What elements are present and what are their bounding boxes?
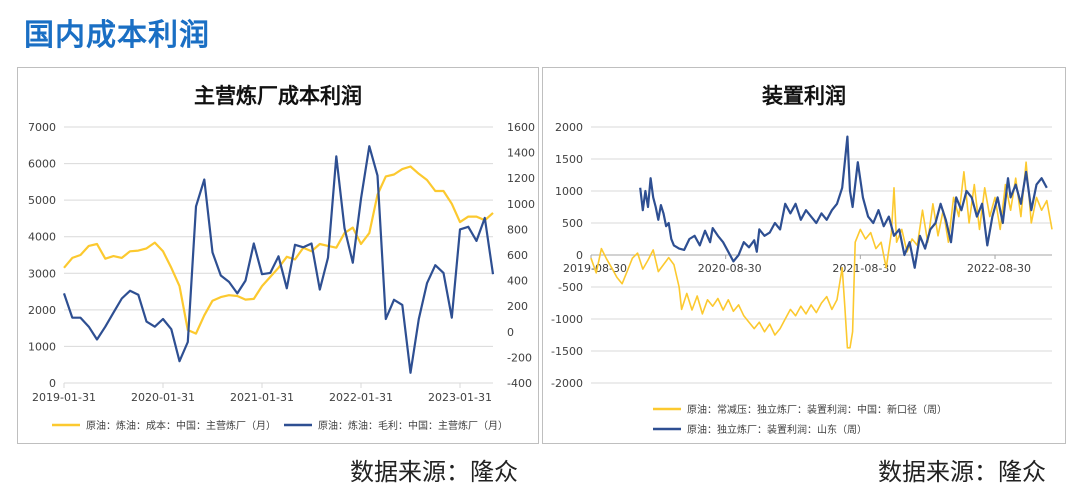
- chart-left-svg: 01000200030004000500060007000-400-200020…: [28, 121, 535, 432]
- chart-right-svg: -2000-1500-1000-50005001000150020002019-…: [551, 121, 1053, 436]
- y2-tick-label: 1200: [507, 172, 535, 185]
- legend-label-national-new-basis: 原油：常减压：独立炼厂：装置利润：中国：新口径（周）: [687, 403, 947, 416]
- x-tick-label: 2019-01-31: [32, 391, 96, 404]
- legend-label-shandong: 原油：独立炼厂：装置利润：山东（周）: [687, 423, 867, 436]
- series-line-shandong: [639, 135, 1048, 269]
- x-tick-label: 2023-01-31: [428, 391, 492, 404]
- y-tick-label: 6000: [28, 158, 56, 171]
- y-tick-label: 1000: [555, 185, 583, 198]
- y-tick-label: 1000: [28, 340, 56, 353]
- series-line-national-new-basis: [590, 161, 1053, 349]
- y-tick-label: -2000: [551, 377, 583, 390]
- y-tick-label: 2000: [28, 304, 56, 317]
- y-tick-label: 4000: [28, 231, 56, 244]
- series-line-cost: [63, 165, 494, 335]
- y-tick-label: -1500: [551, 345, 583, 358]
- chart-title-right: 装置利润: [762, 84, 846, 108]
- y2-tick-label: -200: [507, 351, 532, 364]
- y-tick-label: 500: [562, 217, 583, 230]
- x-tick-label: 2022-08-30: [967, 262, 1031, 275]
- y-tick-label: -1000: [551, 313, 583, 326]
- y-tick-label: 3000: [28, 267, 56, 280]
- y2-tick-label: -400: [507, 377, 532, 390]
- legend-label-gross-margin: 原油：炼油：毛利：中国：主营炼厂（月）: [318, 419, 508, 432]
- y2-tick-label: 200: [507, 300, 528, 313]
- y-tick-label: 1500: [555, 153, 583, 166]
- legend-label-cost: 原油：炼油：成本：中国：主营炼厂（月）: [86, 419, 276, 432]
- y2-tick-label: 800: [507, 223, 528, 236]
- data-source-left: 数据来源：隆众: [350, 458, 518, 486]
- page-title: 国内成本利润: [24, 18, 210, 53]
- x-tick-label: 2020-08-30: [698, 262, 762, 275]
- y2-tick-label: 400: [507, 275, 528, 288]
- series-line-gross-margin: [62, 145, 495, 374]
- chart-panel-refinery-cost-profit: 主营炼厂成本利润 0 1000 2000 3000 4000 5000 6000 7000 -4…: [17, 67, 539, 444]
- y2-tick-label: 1000: [507, 198, 535, 211]
- x-tick-label: 2021-08-30: [832, 262, 896, 275]
- y2-tick-label: 0: [507, 326, 514, 339]
- y-tick-label: 0: [49, 377, 56, 390]
- x-tick-label: 2020-01-31: [131, 391, 195, 404]
- y-tick-label: 0: [576, 249, 583, 262]
- y2-tick-label: 600: [507, 249, 528, 262]
- chart-title-left: 主营炼厂成本利润: [194, 84, 362, 108]
- data-source-right: 数据来源：隆众: [878, 458, 1046, 486]
- chart-panel-unit-profit: 装置利润 -2000 -1500 -1000 -500 0 500 1000 1500 2000…: [542, 67, 1066, 444]
- y2-tick-label: 1600: [507, 121, 535, 134]
- y-tick-label: 7000: [28, 121, 56, 134]
- y-tick-label: 5000: [28, 194, 56, 207]
- x-tick-label: 2021-01-31: [230, 391, 294, 404]
- y2-tick-label: 1400: [507, 147, 535, 160]
- y-tick-label: -500: [558, 281, 583, 294]
- y-tick-label: 2000: [555, 121, 583, 134]
- x-tick-label: 2022-01-31: [329, 391, 393, 404]
